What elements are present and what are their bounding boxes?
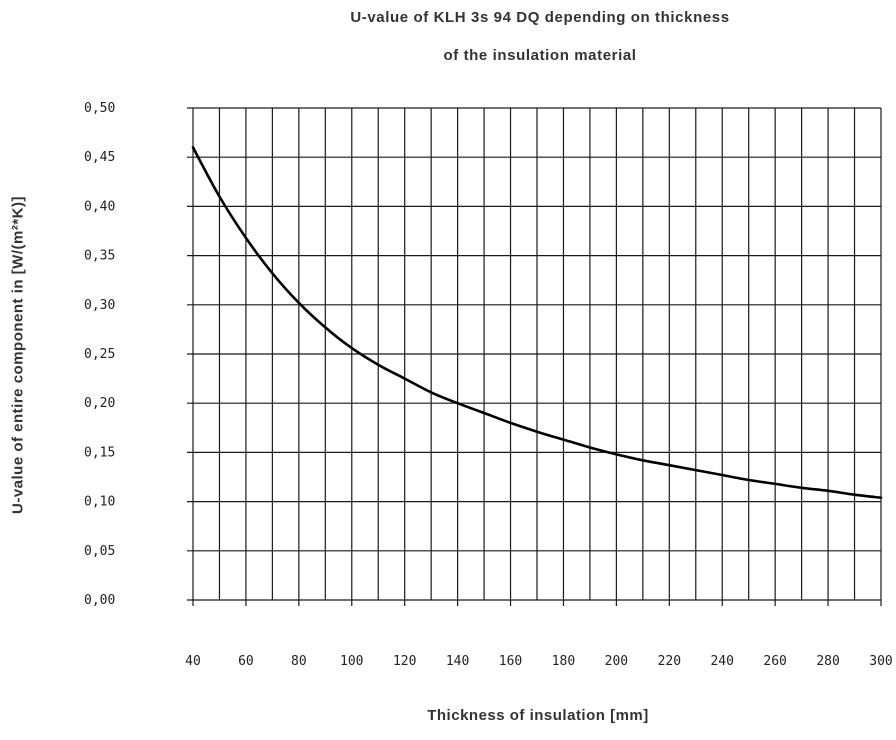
x-tick-label: 120 [393, 654, 416, 669]
x-tick-label: 260 [763, 654, 786, 669]
x-tick-label: 80 [291, 654, 307, 669]
x-tick-label: 40 [185, 654, 201, 669]
series-line [191, 146, 883, 499]
y-tick-label: 0,45 [84, 150, 115, 165]
x-tick-label: 100 [340, 654, 363, 669]
y-tick-label: 0,00 [84, 593, 115, 608]
grid [187, 107, 882, 606]
y-tick-label: 0,50 [84, 101, 115, 116]
x-tick-label: 200 [605, 654, 628, 669]
chart-title-line-2: of the insulation material [443, 47, 637, 64]
x-tick-label: 60 [238, 654, 254, 669]
x-tick-label: 220 [658, 654, 681, 669]
y-tick-label: 0,05 [84, 544, 115, 559]
y-tick-label: 0,15 [84, 445, 115, 460]
x-tick-label: 240 [710, 654, 733, 669]
y-tick-label: 0,10 [84, 495, 115, 510]
x-tick-label: 180 [552, 654, 575, 669]
y-tick-labels: 0,00 0,05 0,10 0,15 0,20 0,25 0,30 0,35 0,40 0,45… [84, 101, 115, 608]
y-tick-label: 0,20 [84, 396, 115, 411]
x-tick-label: 140 [446, 654, 469, 669]
y-tick-label: 0,30 [84, 298, 115, 313]
y-tick-label: 0,25 [84, 347, 115, 362]
x-tick-labels: 40 60 80 100 120 140 160 180 200 220 240 260 280 300 [185, 654, 893, 669]
x-tick-label: 300 [869, 654, 892, 669]
x-axis-label: Thickness of insulation [mm] [427, 707, 649, 724]
y-tick-label: 0,40 [84, 199, 115, 214]
y-tick-label: 0,35 [84, 249, 115, 264]
x-tick-label: 160 [499, 654, 522, 669]
x-tick-label: 280 [816, 654, 839, 669]
chart-title-line-1: U-value of KLH 3s 94 DQ depending on thi… [350, 9, 730, 26]
